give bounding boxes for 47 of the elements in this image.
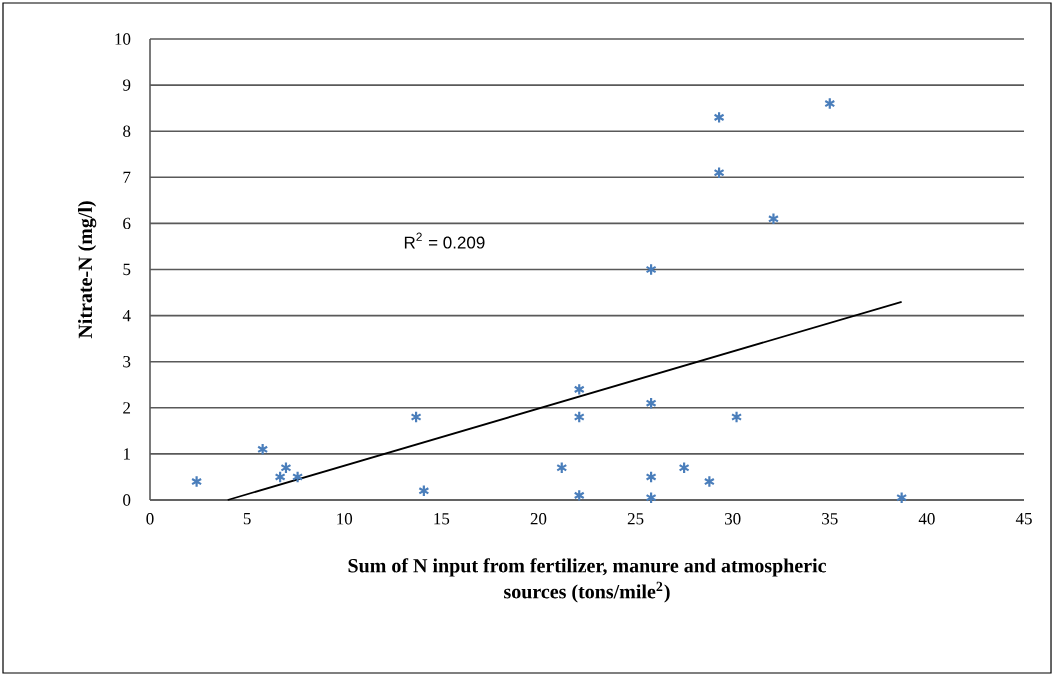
point xyxy=(703,475,715,488)
point xyxy=(573,489,585,502)
y-tick-label: 3 xyxy=(123,355,131,368)
x-tick-label: 5 xyxy=(243,513,251,525)
point xyxy=(713,166,725,179)
x-tick-label: 10 xyxy=(337,513,353,525)
point xyxy=(713,111,725,124)
x-tick-label: 15 xyxy=(434,513,450,525)
x-tick-label: 25 xyxy=(627,513,644,525)
y-tick-label: 7 xyxy=(123,171,131,183)
point xyxy=(556,461,568,475)
point xyxy=(274,470,286,484)
annotation: R$^{2}$ = 0.209 xyxy=(404,232,485,249)
x-tick-label: 0 xyxy=(146,513,154,525)
point xyxy=(573,410,585,424)
x-tick-label: 30 xyxy=(724,513,741,525)
y-tick-label: 2 xyxy=(123,402,131,414)
point xyxy=(767,212,780,226)
point xyxy=(418,484,430,498)
point xyxy=(645,491,657,504)
point xyxy=(410,410,422,424)
y-tick-label: 9 xyxy=(123,79,131,91)
y-tick-label: 5 xyxy=(123,263,131,276)
point xyxy=(191,475,203,488)
x-tick-label: 40 xyxy=(918,513,935,525)
x-tick-label: 35 xyxy=(822,513,838,525)
x-tick-label: 45 xyxy=(1015,513,1032,525)
y-tick-label: 8 xyxy=(123,125,131,137)
point xyxy=(292,470,304,484)
y-axis-title: Nitrate-N (mg/l) xyxy=(77,201,97,339)
point xyxy=(824,97,836,110)
y-tick-label: 6 xyxy=(123,217,131,230)
point xyxy=(645,263,657,276)
point xyxy=(730,410,743,424)
y-tick-label: 0 xyxy=(123,494,131,506)
x-tick-label: 20 xyxy=(530,513,547,525)
y-tick-label: 10 xyxy=(115,33,131,45)
point xyxy=(573,383,585,396)
point xyxy=(280,461,292,475)
x-axis-title: Sum of N input from fertilizer, manure and atmospheric sources (tons/mile$^{2}$) xyxy=(348,558,827,603)
point xyxy=(257,442,269,456)
y-tick-label: 4 xyxy=(122,310,131,322)
point xyxy=(896,491,908,504)
point xyxy=(645,470,657,484)
y-tick-label: 1 xyxy=(123,448,130,460)
point xyxy=(678,461,690,475)
point xyxy=(645,396,657,410)
